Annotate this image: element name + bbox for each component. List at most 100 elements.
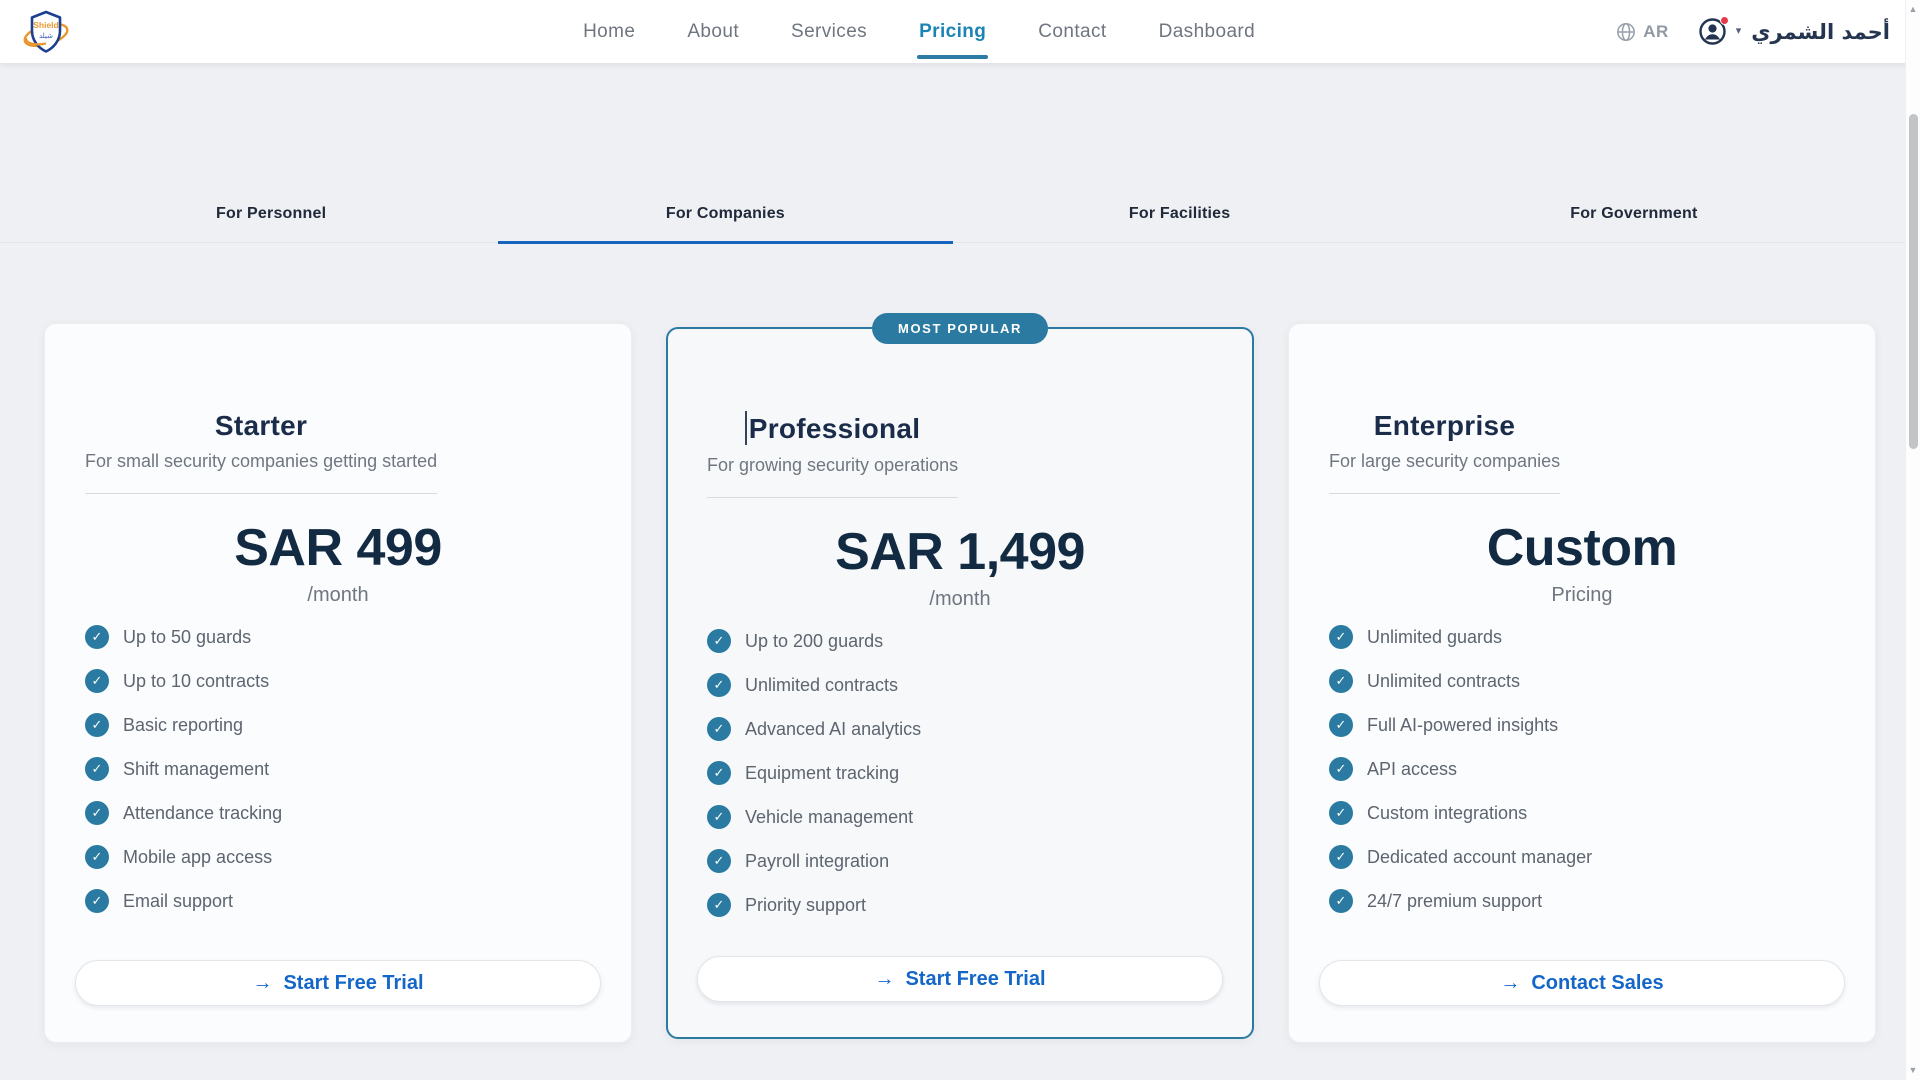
nav-item-contact[interactable]: Contact [1038, 20, 1107, 42]
check-icon: ✓ [707, 805, 731, 829]
check-icon: ✓ [707, 629, 731, 653]
feature-label: Up to 200 guards [745, 630, 884, 651]
feature-label: Unlimited guards [1367, 626, 1503, 647]
nav-item-dashboard[interactable]: Dashboard [1158, 20, 1256, 42]
nav-item-home[interactable]: Home [583, 20, 636, 42]
check-icon: ✓ [1329, 845, 1353, 869]
feature-item: ✓ Unlimited contracts [707, 673, 1223, 697]
check-icon: ✓ [1329, 889, 1353, 913]
feature-label: 24/7 premium support [1367, 890, 1543, 911]
cta-label: Start Free Trial [283, 971, 424, 994]
feature-item: ✓ Unlimited contracts [1329, 669, 1845, 693]
arrow-right-icon: → [252, 971, 273, 994]
feature-label: Up to 50 guards [123, 626, 252, 647]
vertical-scrollbar[interactable]: ▲ ▼ [1905, 0, 1920, 1080]
account-menu[interactable]: ▾ أحمد الشمري [1699, 16, 1890, 45]
check-icon: ✓ [85, 669, 109, 693]
plan-header: Professional For growing security operat… [707, 411, 959, 498]
check-icon: ✓ [85, 845, 109, 869]
feature-item: ✓ Mobile app access [85, 845, 601, 869]
feature-item: ✓ Equipment tracking [707, 761, 1223, 785]
feature-item: ✓ Shift management [85, 757, 601, 781]
feature-label: Mobile app access [123, 846, 273, 867]
feature-label: Advanced AI analytics [745, 718, 922, 739]
nav-item-about[interactable]: About [687, 20, 740, 42]
language-label: AR [1643, 21, 1669, 41]
plan-header: Starter For small security companies get… [85, 410, 438, 494]
language-switcher[interactable]: AR [1616, 22, 1669, 42]
check-icon: ✓ [1329, 801, 1353, 825]
pricing-tabs: For Personnel For Companies For Faciliti… [0, 191, 1905, 244]
svg-text:شيلد: شيلد [39, 32, 53, 40]
nav-item-services[interactable]: Services [791, 20, 868, 42]
scroll-down-icon[interactable]: ▼ [1908, 1065, 1918, 1075]
check-icon: ✓ [85, 713, 109, 737]
chevron-down-icon: ▾ [1735, 25, 1742, 37]
plan-period: Pricing [1551, 584, 1613, 606]
plan-price: SAR 1,499 [835, 523, 1085, 581]
globe-icon [1617, 22, 1636, 41]
plan-card-enterprise: Enterprise For large security companies … [1288, 323, 1876, 1043]
check-icon: ✓ [85, 625, 109, 649]
plan-description: For small security companies getting sta… [85, 451, 438, 471]
feature-item: ✓ Payroll integration [707, 849, 1223, 873]
feature-label: Priority support [745, 894, 867, 915]
start-free-trial-button[interactable]: → Start Free Trial [697, 956, 1223, 1002]
feature-label: Attendance tracking [123, 802, 283, 823]
feature-item: ✓ Up to 50 guards [85, 625, 601, 649]
text-cursor [744, 411, 747, 445]
feature-item: ✓ Priority support [707, 893, 1223, 917]
user-avatar-icon [1699, 18, 1726, 45]
top-navigation-bar: Shield شيلد Home About Services Pricing … [0, 0, 1920, 63]
feature-label: Unlimited contracts [1367, 670, 1521, 691]
divider [707, 497, 959, 498]
feature-label: API access [1367, 758, 1458, 779]
plan-header: Enterprise For large security companies [1329, 410, 1561, 494]
feature-item: ✓ Custom integrations [1329, 801, 1845, 825]
avatar [1699, 16, 1729, 45]
plan-name: Enterprise [1373, 410, 1516, 441]
feature-item: ✓ Unlimited guards [1329, 625, 1845, 649]
check-icon: ✓ [85, 889, 109, 913]
feature-item: ✓ Full AI-powered insights [1329, 713, 1845, 737]
tab-for-government[interactable]: For Government [1570, 205, 1698, 222]
feature-label: Custom integrations [1367, 802, 1528, 823]
check-icon: ✓ [85, 801, 109, 825]
plan-card-professional: MOST POPULAR Professional For growing se… [666, 313, 1254, 1039]
tab-for-facilities[interactable]: For Facilities [1128, 205, 1231, 222]
check-icon: ✓ [1329, 625, 1353, 649]
feature-label: Vehicle management [745, 806, 914, 827]
feature-label: Unlimited contracts [745, 674, 899, 695]
cta-label: Start Free Trial [905, 967, 1046, 990]
plan-period: /month [929, 588, 991, 610]
check-icon: ✓ [707, 761, 731, 785]
svg-text:Shield: Shield [33, 20, 59, 30]
feature-list: ✓ Up to 50 guards ✓ Up to 10 contracts ✓ Ba… [85, 625, 601, 913]
arrow-right-icon: → [1500, 971, 1521, 994]
plan-name: Professional [748, 413, 921, 444]
feature-list: ✓ Up to 200 guards ✓ Unlimited contracts ✓… [707, 629, 1223, 917]
scroll-up-icon[interactable]: ▲ [1908, 4, 1918, 14]
shield-logo-icon: Shield شيلد [23, 10, 69, 53]
feature-item: ✓ Up to 200 guards [707, 629, 1223, 653]
plan-description: For large security companies [1329, 451, 1561, 471]
feature-label: Email support [123, 890, 234, 911]
check-icon: ✓ [707, 893, 731, 917]
nav-item-pricing[interactable]: Pricing [917, 15, 989, 59]
shield-logo[interactable]: Shield شيلد [22, 7, 222, 57]
tab-for-personnel[interactable]: For Personnel [216, 205, 327, 222]
contact-sales-button[interactable]: → Contact Sales [1319, 960, 1845, 1006]
feature-item: ✓ Up to 10 contracts [85, 669, 601, 693]
topbar-right-group: AR ▾ أحمد الشمري [1616, 16, 1890, 45]
start-free-trial-button[interactable]: → Start Free Trial [75, 960, 601, 1006]
check-icon: ✓ [85, 757, 109, 781]
feature-item: ✓ Dedicated account manager [1329, 845, 1845, 869]
feature-label: Full AI-powered insights [1367, 714, 1559, 735]
scrollbar-thumb[interactable] [1909, 114, 1918, 449]
main-nav: Home About Services Pricing Contact Dash… [222, 15, 1616, 59]
plan-name: Starter [214, 410, 308, 441]
tab-for-companies[interactable]: For Companies [498, 191, 953, 244]
feature-item: ✓ Basic reporting [85, 713, 601, 737]
notification-dot [1719, 16, 1729, 25]
divider [1329, 493, 1561, 494]
